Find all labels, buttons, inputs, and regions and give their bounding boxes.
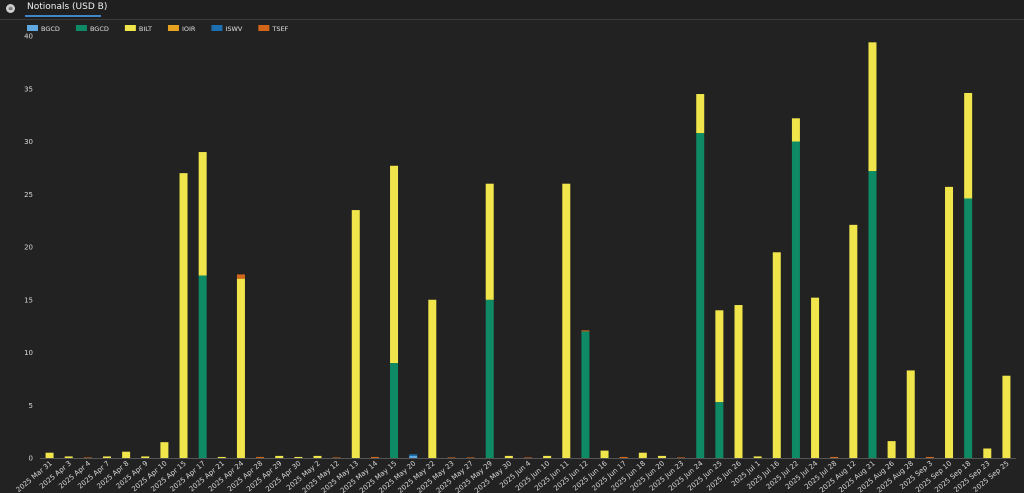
bar-segment-bilt[interactable] (313, 455, 322, 458)
legend-swatch (75, 25, 87, 31)
bar-segment-bilt[interactable] (198, 152, 207, 276)
bar-segment-bilt[interactable] (638, 452, 647, 458)
app-menu-icon[interactable]: ≡ (6, 4, 15, 13)
bar-segment-bgcd[interactable] (868, 171, 877, 459)
bar-segment-bilt[interactable] (217, 456, 226, 458)
bar-segment-tsef[interactable] (83, 457, 92, 459)
legend-label[interactable]: BGCD (41, 25, 60, 33)
legend-label[interactable]: BGCD (90, 25, 109, 33)
legend-swatch (167, 25, 179, 31)
bar-segment-bilt[interactable] (753, 456, 762, 458)
y-tick-label: 10 (24, 349, 33, 357)
legend-swatch (258, 25, 270, 31)
bar-segment-tsef[interactable] (677, 457, 686, 459)
y-tick-label: 20 (24, 244, 33, 252)
bar-segment-bilt[interactable] (102, 456, 111, 458)
bar-segment-bilt[interactable] (543, 455, 552, 458)
bar-segment-bilt[interactable] (1002, 375, 1011, 458)
bar-segment-bilt[interactable] (160, 442, 169, 458)
legend-label[interactable]: TSEF (271, 25, 288, 33)
bar-segment-bilt[interactable] (811, 297, 820, 458)
y-tick-label: 5 (29, 402, 33, 410)
bar-segment-bilt[interactable] (64, 456, 73, 458)
bar-segment-bgcd[interactable] (409, 455, 418, 458)
bar-segment-tsef[interactable] (925, 456, 934, 458)
bar-segment-bilt[interactable] (428, 299, 437, 458)
bar-segment-bilt[interactable] (562, 183, 571, 458)
active-tab-indicator (25, 15, 101, 17)
y-tick-label: 30 (24, 138, 33, 146)
bar-segment-iswv[interactable] (409, 454, 418, 456)
bar-segment-tsef[interactable] (830, 456, 839, 458)
bar-segment-tsef[interactable] (581, 330, 590, 332)
bar-segment-bilt[interactable] (906, 370, 915, 458)
bar-segment-tsef[interactable] (236, 274, 245, 279)
bar-segment-bilt[interactable] (141, 456, 150, 458)
y-tick-label: 0 (29, 455, 33, 463)
bar-segment-bilt[interactable] (122, 451, 131, 458)
bar-segment-tsef[interactable] (447, 457, 456, 459)
bar-segment-bilt[interactable] (791, 118, 800, 142)
bar-segment-bilt[interactable] (485, 183, 494, 300)
bar-segment-bilt[interactable] (772, 252, 781, 458)
bar-segment-bilt[interactable] (179, 173, 188, 458)
bar-segment-bilt[interactable] (887, 441, 896, 458)
bar-segment-tsef[interactable] (524, 457, 532, 459)
bar-segment-tsef[interactable] (332, 457, 341, 459)
bar-segment-bgcd[interactable] (791, 141, 800, 459)
legend-label[interactable]: IOIR (182, 25, 196, 33)
y-tick-label: 15 (24, 296, 33, 304)
bar-segment-bgcd[interactable] (198, 275, 207, 458)
bar-segment-bilt[interactable] (964, 92, 973, 199)
bar-segment-bgcd[interactable] (696, 133, 705, 458)
bar-segment-bilt[interactable] (294, 456, 303, 458)
bar-segment-bilt[interactable] (715, 310, 724, 403)
bar-segment-bilt[interactable] (696, 94, 705, 134)
bar-segment-bilt[interactable] (275, 455, 284, 458)
legend-label[interactable]: BILT (139, 25, 152, 33)
bar-segment-bilt[interactable] (849, 224, 858, 458)
bar-segment-bilt[interactable] (351, 210, 360, 458)
legend-swatch (124, 25, 136, 31)
bar-segment-tsef[interactable] (466, 457, 475, 459)
y-tick-label: 35 (24, 85, 33, 93)
top-bar: ≡ Notionals (USD B) (0, 0, 1024, 20)
bar-segment-bilt[interactable] (390, 165, 399, 364)
bar-segment-bilt[interactable] (45, 452, 54, 458)
bar-segment-bgcd[interactable] (715, 402, 724, 458)
bar-segment-bilt[interactable] (945, 186, 954, 459)
y-tick-label: 40 (24, 33, 33, 41)
legend-swatch (27, 25, 38, 31)
bar-segment-bilt[interactable] (868, 42, 877, 172)
bar-segment-bilt[interactable] (600, 450, 609, 458)
bar-segment-bilt[interactable] (504, 455, 513, 458)
y-tick-label: 25 (24, 191, 33, 199)
bar-segment-tsef[interactable] (619, 456, 628, 458)
bar-segment-tsef[interactable] (256, 456, 265, 458)
bar-segment-bilt[interactable] (983, 448, 992, 458)
bar-segment-bgcd[interactable] (964, 198, 973, 458)
legend-label[interactable]: ISWV (225, 25, 242, 33)
tab-notionals[interactable]: Notionals (USD B) (27, 2, 108, 12)
legend-swatch (211, 25, 223, 31)
bar-segment-bgcd[interactable] (485, 299, 494, 458)
bar-segment-bgcd[interactable] (390, 363, 399, 458)
bar-segment-bgcd[interactable] (581, 331, 590, 458)
bar-segment-bilt[interactable] (734, 305, 743, 458)
bar-segment-tsef[interactable] (370, 456, 379, 458)
bar-segment-bilt[interactable] (236, 278, 245, 458)
bar-segment-bilt[interactable] (657, 455, 666, 458)
